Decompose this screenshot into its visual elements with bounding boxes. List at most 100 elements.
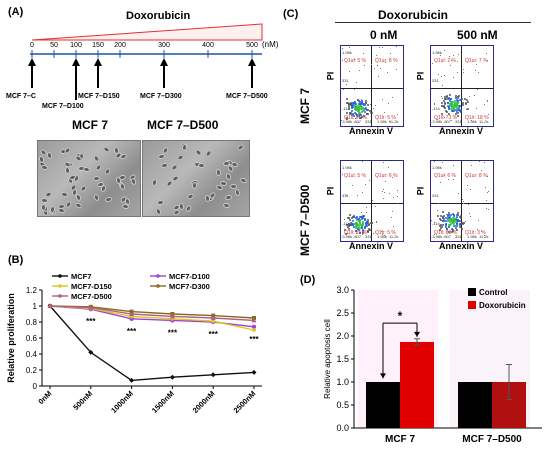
dose-unit: (nM) <box>262 40 279 49</box>
flow-event <box>346 98 349 101</box>
flow-event <box>458 224 461 227</box>
flow-event <box>397 113 399 115</box>
micrograph-cell <box>92 154 101 163</box>
flow-event <box>361 221 364 224</box>
flow-event <box>453 223 456 226</box>
panel-c-label: (C) <box>283 8 299 20</box>
y-tick-label: 1 <box>33 302 38 311</box>
flow-event <box>373 107 375 109</box>
flow-event <box>381 47 383 49</box>
flow-event <box>348 105 351 108</box>
flow-event <box>448 213 451 216</box>
flow-event <box>439 215 442 218</box>
flow-event <box>348 216 351 219</box>
flow-event <box>353 222 356 225</box>
flow-event <box>437 202 439 204</box>
flow-y-tick: 1.98k <box>432 165 442 170</box>
flow-event <box>447 97 450 100</box>
flow-event <box>444 107 447 110</box>
y-axis-label: Relative apoptosis cell <box>323 319 332 399</box>
flow-x-tick: 11.2k <box>479 119 489 124</box>
flow-event <box>451 104 454 107</box>
data-point <box>251 317 257 323</box>
flow-event <box>347 108 350 111</box>
flow-event <box>442 105 445 108</box>
flow-x-tick: -3.98k <box>341 234 353 239</box>
flow-event <box>354 118 356 120</box>
flow-event <box>376 55 378 57</box>
data-point <box>169 313 175 319</box>
flow-event <box>377 64 379 66</box>
flow-event <box>456 214 459 217</box>
legend-swatch <box>468 301 476 309</box>
flow-event <box>456 100 459 103</box>
flow-event <box>361 101 364 104</box>
y-axis-label: Relative proliferation <box>6 293 16 383</box>
flow-event <box>348 46 350 48</box>
series-line <box>49 305 255 382</box>
dose-wedge <box>31 23 263 41</box>
flow-event <box>384 235 386 237</box>
flow-event <box>356 217 359 220</box>
flow-event <box>481 231 483 233</box>
legend-marker <box>58 294 62 298</box>
panel-c-title-rule <box>335 22 531 23</box>
legend-label: MCF7-D300 <box>169 282 210 291</box>
row-label-mcf7-d500: MCF 7–D500 <box>298 184 312 256</box>
flow-y-tick: 331 <box>342 193 349 198</box>
flow-event <box>439 218 442 221</box>
flow-event <box>353 108 356 111</box>
flow-event <box>459 216 462 219</box>
flow-event <box>450 103 453 106</box>
dose-timeline <box>28 23 263 100</box>
flow-event <box>458 215 461 218</box>
legend-swatch <box>468 288 476 296</box>
y-tick-label: 1.0 <box>336 377 349 387</box>
micrograph-cell <box>193 148 203 157</box>
flow-event <box>348 218 351 221</box>
flow-event <box>367 223 370 226</box>
flow-x-tick: 331 <box>455 234 462 239</box>
flow-event <box>381 231 383 233</box>
micrograph-cell <box>204 148 213 158</box>
flow-event <box>355 107 358 110</box>
flow-event <box>370 103 372 105</box>
quadrant-percent-ur: Q1ur: 6 % <box>375 173 398 179</box>
micrograph-cell <box>215 169 222 177</box>
quadrant-line-v <box>461 161 462 241</box>
flow-event <box>363 214 366 217</box>
flow-event <box>458 222 461 225</box>
quadrant-percent-ur: Q1ur: 8 % <box>375 58 398 64</box>
flow-event <box>357 114 360 117</box>
flow-x-tick: 11.2k <box>389 119 399 124</box>
flow-event <box>362 230 365 233</box>
flow-event <box>361 103 364 106</box>
y-tick-label: 0.8 <box>26 318 38 327</box>
flow-event <box>347 224 350 227</box>
flow-event <box>453 105 456 108</box>
dose-arrows <box>28 58 256 100</box>
flow-event <box>366 220 369 223</box>
quadrant-percent-ll: Q1ll: 83 % <box>434 230 458 236</box>
flow-event <box>358 111 361 114</box>
flow-event <box>470 216 472 218</box>
flow-event <box>457 214 460 217</box>
flow-cytometry-plot: Q1ul: 5 % Q1ur: 8 % Q1ll: 81 % Q1lr: 5 % -3.… <box>340 45 404 127</box>
flow-event <box>359 215 362 218</box>
flow-event <box>350 223 353 226</box>
flow-event <box>358 219 361 222</box>
flow-x-tick: -807 <box>443 234 452 239</box>
legend-marker <box>58 284 62 288</box>
micrograph-cell <box>92 193 101 202</box>
flow-event <box>448 212 451 215</box>
flow-event <box>359 104 362 107</box>
flow-event <box>448 178 450 180</box>
x-tick-label: 1000nM <box>109 389 135 415</box>
flow-event <box>457 54 459 56</box>
flow-event <box>467 100 470 103</box>
flow-event <box>441 113 444 116</box>
flow-event <box>441 76 443 78</box>
flow-event <box>450 106 453 109</box>
flow-event <box>363 64 365 66</box>
flow-event <box>441 210 444 213</box>
